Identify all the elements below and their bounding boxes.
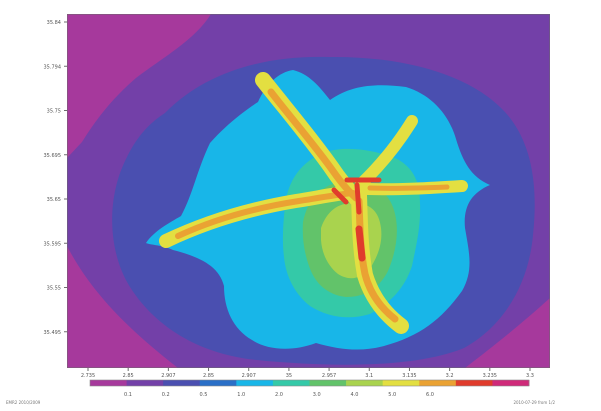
x-tick-label: 2.85 (203, 373, 214, 379)
colorbar-label: 3.0 (313, 392, 321, 398)
y-tick-label: 35.65 (47, 197, 61, 203)
ridge-northwest-core (267, 88, 360, 202)
hotspot-south-core (355, 225, 366, 262)
x-axis: 2.735 2.85 2.907 2.85 2.907 35 2.957 3.1 3.135 3.… (81, 368, 534, 379)
colorbar-segment (126, 380, 164, 386)
x-tick-label: 2.907 (161, 373, 175, 379)
colorbar-label: 0.1 (124, 392, 132, 398)
outer-corner-region-top-left (67, 14, 211, 158)
colorbar-label: 4.0 (351, 392, 359, 398)
colorbar: 0.1 0.2 0.5 1.0 2.0 3.0 4.0 5.0 6.0 (89, 379, 530, 398)
x-tick-label: 3.1 (365, 373, 373, 379)
x-tick-label: 2.85 (123, 373, 134, 379)
colorbar-segment (419, 380, 457, 386)
colorbar-label: 1.0 (237, 392, 245, 398)
y-tick-label: 35.55 (47, 286, 61, 292)
x-tick-label: 3.235 (483, 373, 497, 379)
y-tick-label: 35.84 (47, 20, 61, 26)
outer-corner-region-bottom-right (465, 298, 550, 368)
colorbar-label: 0.2 (162, 392, 170, 398)
colorbar-segment (272, 380, 310, 386)
footer-right-text: 2010-07-29 from 1/2 (513, 400, 555, 405)
y-tick-label: 35.695 (44, 153, 62, 159)
colorbar-label: 0.5 (200, 392, 208, 398)
ridge-west-core (175, 190, 356, 239)
footer-left-text: EMR2 2010/2009 (6, 400, 41, 405)
plot-area (67, 14, 550, 368)
colorbar-segment (492, 380, 530, 386)
colorbar-segment (309, 380, 347, 386)
x-tick-label: 35 (286, 373, 292, 379)
x-tick-label: 3.135 (402, 373, 416, 379)
x-tick-label: 2.957 (322, 373, 336, 379)
colorbar-segment (199, 380, 237, 386)
colorbar-segment (236, 380, 274, 386)
ridge-east-core (367, 184, 450, 191)
colorbar-label: 5.0 (388, 392, 396, 398)
x-tick-label: 3.3 (526, 373, 534, 379)
x-tick-label: 2.907 (242, 373, 256, 379)
y-tick-label: 35.595 (44, 241, 62, 247)
y-tick-label: 35.75 (47, 109, 61, 115)
outer-corner-region-bottom-left (67, 246, 178, 368)
colorbar-segment (90, 380, 127, 386)
x-tick-label: 2.735 (81, 373, 95, 379)
hotspot-west-branch (331, 187, 349, 205)
ridge-south-core (355, 197, 399, 323)
colorbar-segment (455, 380, 493, 386)
colorbar-label: 6.0 (426, 392, 434, 398)
colorbar-segment (163, 380, 201, 386)
y-tick-label: 35.794 (44, 64, 62, 70)
hotspot-center-vertical (354, 182, 362, 215)
y-axis: 35.84 35.794 35.75 35.695 35.65 35.595 35.55 35… (44, 20, 67, 336)
y-tick-label: 35.495 (44, 330, 62, 336)
colorbar-frame (89, 379, 530, 387)
colorbar-label: 2.0 (275, 392, 283, 398)
x-tick-label: 3.2 (446, 373, 454, 379)
colorbar-segment (382, 380, 420, 386)
colorbar-segment (346, 380, 384, 386)
